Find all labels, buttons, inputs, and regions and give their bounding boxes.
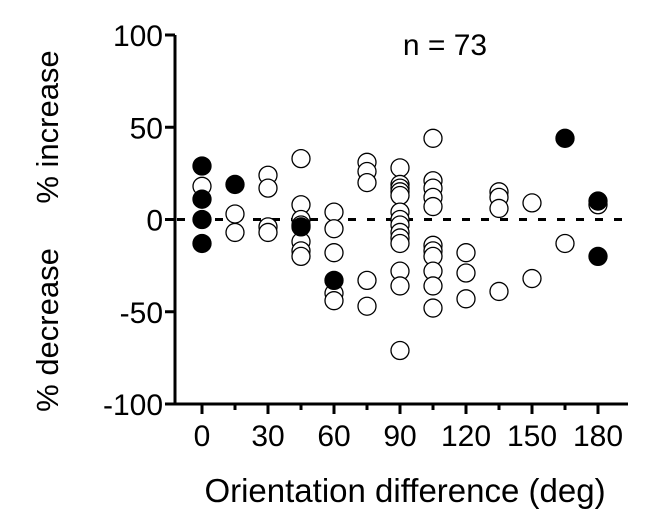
open-data-point [489, 198, 509, 219]
open-data-point [291, 246, 311, 267]
open-data-point [324, 219, 344, 239]
open-data-point [258, 222, 278, 243]
y-tick-label: -50 [120, 297, 163, 330]
filled-data-point [555, 128, 575, 148]
open-data-point [324, 291, 344, 311]
open-data-point [489, 281, 509, 302]
x-tick-label: 90 [383, 420, 416, 453]
filled-data-point [192, 209, 212, 230]
y-axis-label-decrease: % decrease [30, 248, 65, 412]
open-data-point [423, 128, 443, 148]
open-data-point [390, 233, 410, 254]
open-data-point [456, 263, 476, 283]
open-data-point [291, 148, 311, 169]
open-data-point [423, 298, 443, 318]
open-data-point [555, 233, 575, 254]
filled-data-point [192, 189, 212, 209]
open-data-point [390, 185, 410, 206]
open-data-point [324, 202, 344, 222]
filled-data-point [225, 174, 245, 195]
y-tick-label: -100 [103, 389, 163, 422]
open-data-point [324, 243, 344, 263]
filled-data-point [291, 217, 311, 237]
x-tick-label: 180 [573, 420, 623, 453]
x-axis-label: Orientation difference (deg) [204, 472, 605, 509]
open-data-point [258, 178, 278, 198]
filled-data-point [588, 246, 608, 267]
open-data-point [357, 296, 377, 316]
x-tick-label: 150 [507, 420, 557, 453]
open-data-point [522, 193, 542, 213]
open-data-point [456, 243, 476, 263]
y-tick-label: 0 [146, 205, 163, 238]
open-data-point [357, 270, 377, 291]
y-tick-label: 100 [113, 20, 163, 53]
filled-data-point [324, 270, 344, 291]
open-data-point [225, 222, 245, 243]
open-data-point [456, 289, 476, 309]
open-data-point [390, 158, 410, 178]
open-data-point [225, 204, 245, 224]
y-axis-label-increase: % increase [30, 50, 65, 203]
x-tick-label: 30 [251, 420, 284, 453]
open-data-point [522, 268, 542, 289]
n-annotation: n = 73 [403, 29, 487, 62]
open-data-point [390, 276, 410, 296]
x-tick-label: 0 [194, 420, 211, 453]
filled-data-point [588, 191, 608, 211]
filled-data-point [192, 233, 212, 254]
filled-data-point [192, 156, 212, 176]
x-tick-label: 60 [317, 420, 350, 453]
open-data-point [390, 340, 410, 361]
open-data-point [423, 196, 443, 217]
x-tick-label: 120 [441, 420, 491, 453]
open-data-point [423, 276, 443, 296]
y-tick-label: 50 [130, 112, 163, 145]
open-data-point [357, 172, 377, 193]
